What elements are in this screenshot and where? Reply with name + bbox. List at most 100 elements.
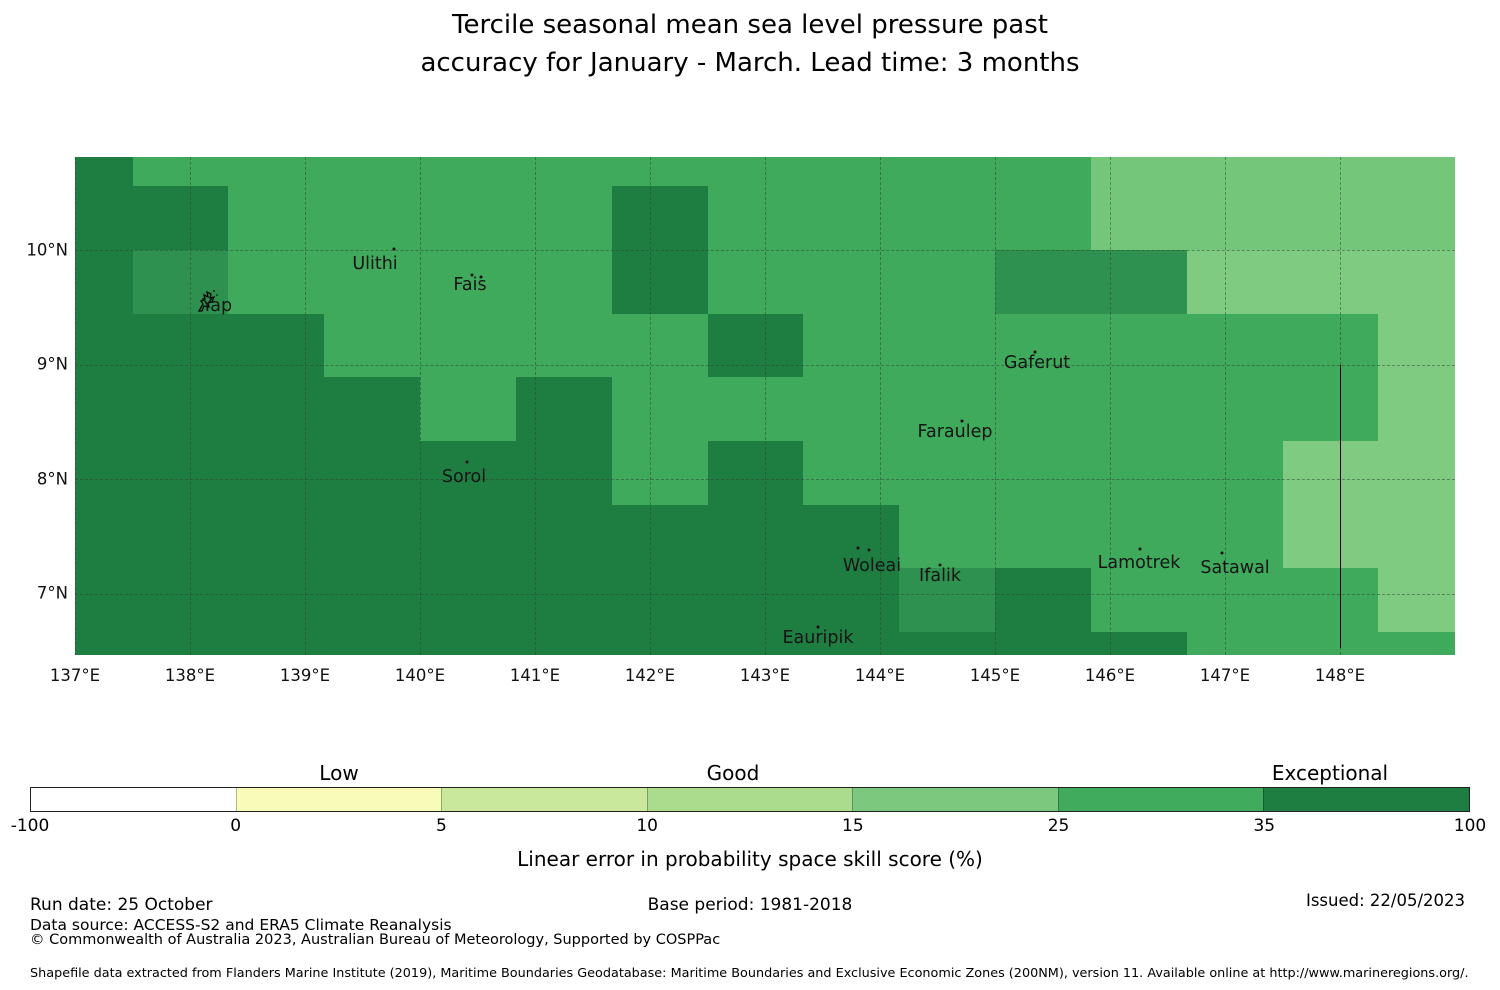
map-cell (132, 631, 230, 655)
map-cell (324, 157, 421, 188)
map-cell (75, 440, 134, 506)
map-cell (1378, 157, 1455, 188)
lat-tick-label: 8°N (36, 469, 68, 489)
map-cell (899, 313, 996, 378)
map-cell (1282, 313, 1380, 378)
lat-gridline (75, 479, 1455, 481)
yap-island-outline (197, 290, 218, 312)
map-cell (1282, 186, 1380, 251)
map-cell (1186, 504, 1284, 569)
map-cell (995, 440, 1092, 506)
map-cell (515, 377, 613, 442)
map-cell (1378, 440, 1455, 506)
map-cell (420, 186, 517, 251)
map-cell (611, 568, 709, 633)
lon-gridline (1110, 157, 1111, 655)
map-cell (1186, 313, 1284, 378)
colorbar-category-good: Good (706, 761, 760, 785)
map-cell (1090, 631, 1188, 655)
map-cell (324, 250, 421, 315)
map-cell (1186, 157, 1284, 188)
map-cell (1090, 440, 1188, 506)
map-cell (1282, 377, 1380, 442)
lat-tick-label: 9°N (36, 354, 68, 374)
map-cell (803, 250, 900, 315)
island-marker-dot (392, 247, 396, 251)
map-cell (132, 568, 230, 633)
colorbar-tick-label: 35 (1253, 816, 1276, 836)
run-date-text: Run date: 25 October (30, 895, 213, 915)
map-cell (515, 186, 613, 251)
map-cell (803, 186, 900, 251)
map-cell (1186, 377, 1284, 442)
map-cell (420, 250, 517, 315)
map-cell (803, 157, 900, 188)
map-cell (611, 631, 709, 655)
map-cell (995, 157, 1092, 188)
map-cell (1378, 250, 1455, 315)
lon-gridline (190, 157, 191, 655)
colorbar-tick-label: 10 (636, 816, 658, 836)
map-cell (515, 440, 613, 506)
lat-tick-label: 7°N (36, 583, 68, 603)
map-cell (899, 186, 996, 251)
lon-gridline (1225, 157, 1226, 655)
map-cell (1378, 313, 1455, 378)
map-cell (995, 504, 1092, 569)
map-cell (899, 440, 996, 506)
lon-gridline (75, 157, 76, 655)
map-cell (132, 440, 230, 506)
map-cell (420, 313, 517, 378)
map-cell (228, 631, 325, 655)
map-cell (611, 157, 709, 188)
map-cell (1090, 186, 1188, 251)
colorbar-axis-label: Linear error in probability space skill … (517, 847, 983, 871)
map-cell (995, 313, 1092, 378)
lon-tick-label: 141°E (509, 666, 561, 685)
colorbar-bin (1057, 788, 1264, 811)
base-period-text: Base period: 1981-2018 (647, 895, 853, 915)
map-cell (707, 631, 805, 655)
lon-gridline (305, 157, 306, 655)
chart-title-line1: Tercile seasonal mean sea level pressure… (452, 10, 1048, 40)
map-cell (1186, 568, 1284, 633)
eez-boundary-line (1340, 365, 1341, 648)
island-marker-dot (479, 275, 483, 279)
lon-gridline (535, 157, 536, 655)
map-cell (228, 504, 325, 569)
island-marker-dot (960, 419, 964, 423)
lon-tick-label: 147°E (1199, 666, 1251, 685)
map-cell (899, 568, 996, 633)
map-cell (515, 504, 613, 569)
lon-tick-label: 137°E (49, 666, 101, 685)
colorbar-category-low: Low (319, 761, 359, 785)
lon-gridline (995, 157, 996, 655)
map-cell (515, 568, 613, 633)
map-cell (707, 186, 805, 251)
island-label-sorol: Sorol (441, 467, 487, 487)
map-cell (75, 631, 134, 655)
map-cell (611, 250, 709, 315)
colorbar-bin (1263, 788, 1470, 811)
map-cell (1378, 568, 1455, 633)
lon-tick-label: 138°E (164, 666, 216, 685)
island-label-lamotrek: Lamotrek (1097, 553, 1181, 573)
lon-gridline (880, 157, 881, 655)
map-cell (899, 157, 996, 188)
lon-tick-label: 143°E (739, 666, 791, 685)
map-cell (707, 250, 805, 315)
map-cell (707, 157, 805, 188)
map-cell (420, 504, 517, 569)
map-cell (803, 568, 900, 633)
map-cell (899, 504, 996, 569)
colorbar-tick-label: 25 (1047, 816, 1070, 836)
island-label-eauripik: Eauripik (782, 628, 854, 648)
map-cell (707, 377, 805, 442)
island-label-satawal: Satawal (1200, 558, 1270, 578)
map-cell (1282, 504, 1380, 569)
lon-gridline (765, 157, 766, 655)
map-cell (75, 186, 134, 251)
map-cell (228, 313, 325, 378)
map-cell (1378, 377, 1455, 442)
